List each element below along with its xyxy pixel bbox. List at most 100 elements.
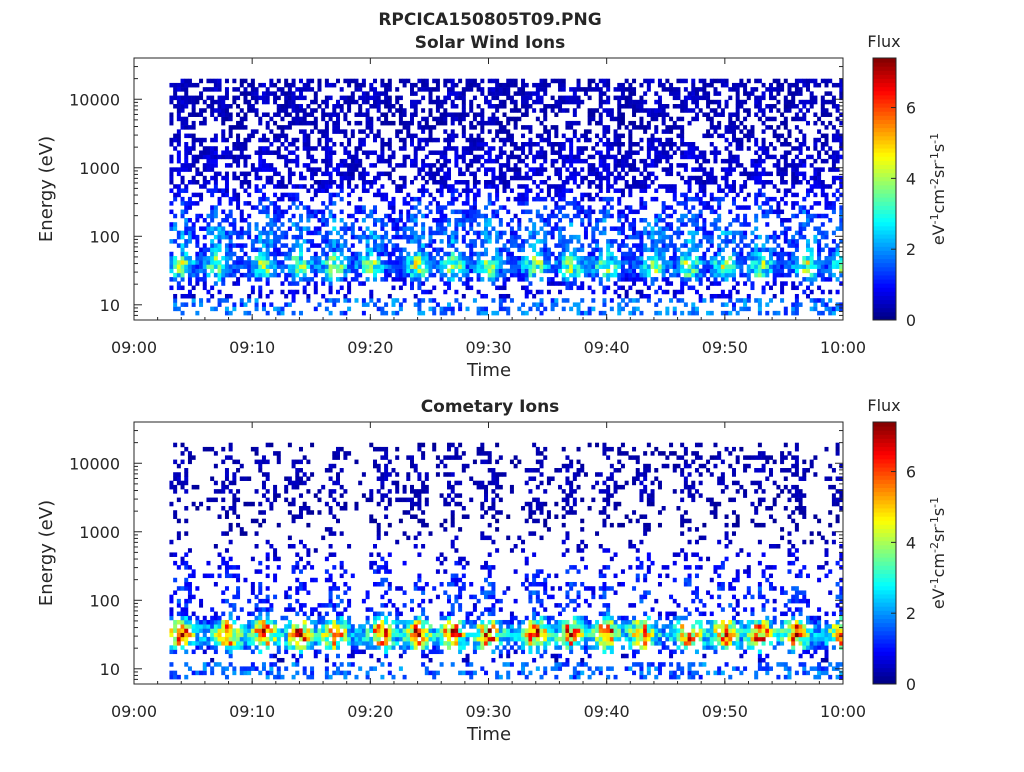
heatmap-cell [428,209,433,215]
heatmap-cell [313,192,318,198]
heatmap-cell [628,87,633,92]
heatmap-cell [391,150,396,155]
heatmap-cell [791,255,796,261]
heatmap-cell [720,82,725,88]
heatmap-cell [546,82,551,88]
heatmap-cell [739,306,744,312]
heatmap-cell [335,268,340,274]
heatmap-cell [339,234,344,240]
heatmap-cell [565,247,570,253]
heatmap-cell [672,255,677,261]
heatmap-cell [439,230,444,236]
heatmap-cell [746,205,751,210]
heatmap-cell [284,184,289,189]
heatmap-cell [728,163,733,168]
heatmap-cell [450,306,455,312]
heatmap-cell [602,217,607,223]
heatmap-cell [524,104,529,109]
heatmap-cell [558,167,563,172]
heatmap-cell [691,91,696,96]
heatmap-cell [598,310,603,316]
heatmap-cell [565,108,570,113]
heatmap-cell [435,87,440,92]
heatmap-cell [491,209,496,215]
heatmap-cell [284,209,289,215]
heatmap-cell [447,255,452,261]
heatmap-cell [491,226,496,231]
heatmap-cell [184,188,189,193]
heatmap-cell [476,180,481,185]
heatmap-cell [287,247,292,253]
heatmap-cell [805,260,810,265]
heatmap-cell [661,264,666,269]
heatmap-cell [639,239,644,244]
heatmap-cell [598,217,603,223]
heatmap-cell [410,205,414,210]
heatmap-cell [417,137,422,143]
heatmap-cell [469,205,474,210]
heatmap-cell [443,180,448,185]
heatmap-cell [609,205,614,210]
heatmap-cell [535,239,540,244]
heatmap-cell [768,255,773,261]
heatmap-cell [772,268,777,274]
heatmap-cell [772,87,777,92]
heatmap-cell [532,302,537,307]
heatmap-cell [646,146,651,151]
heatmap-cell [199,247,204,253]
heatmap-cell [624,163,629,168]
heatmap-cell [302,272,307,278]
heatmap-cell [465,268,470,274]
heatmap-cell [558,171,563,177]
heatmap-cell [654,137,659,143]
heatmap-cell [191,285,196,291]
heatmap-cell [543,87,548,92]
heatmap-cell [532,91,537,96]
heatmap-cell [632,268,637,274]
heatmap-cell [298,120,303,126]
heatmap-cell [628,192,633,198]
heatmap-cell [587,78,592,84]
heatmap-cell [524,201,529,206]
heatmap-cell [439,277,444,282]
heatmap-cell [550,306,555,312]
heatmap-cell [506,129,511,134]
heatmap-cell [772,196,777,202]
heatmap-cell [339,171,344,177]
heatmap-cell [713,217,718,223]
heatmap-cell [509,243,514,248]
heatmap-cell [472,196,477,202]
heatmap-cell [813,137,818,143]
heatmap-cell [783,99,788,105]
heatmap-cell [476,310,481,316]
heatmap-cell [180,251,185,257]
heatmap-cell [258,146,263,151]
heatmap-cell [410,226,414,231]
heatmap-cell [358,158,363,164]
heatmap-cell [602,91,607,96]
heatmap-cell [365,116,370,122]
heatmap-cell [558,209,563,215]
heatmap-cell [624,234,629,240]
heatmap-cell [617,196,622,202]
heatmap-cell [606,108,611,113]
heatmap-cell [447,167,452,172]
heatmap-cell [713,146,718,151]
heatmap-cell [528,91,533,96]
heatmap-cell [276,112,281,117]
heatmap-cell [650,116,655,122]
heatmap-cell [450,116,455,122]
heatmap-cell [361,302,366,307]
heatmap-cell [291,171,296,177]
heatmap-cell [676,264,681,269]
heatmap-cell [247,230,252,236]
heatmap-cell [380,239,385,244]
heatmap-cell [461,239,466,244]
heatmap-cell [620,133,625,139]
heatmap-cell [502,125,507,130]
heatmap-cell [221,209,226,215]
heatmap-cell [217,272,222,278]
heatmap-cell [476,222,481,227]
heatmap-cell [754,247,759,253]
heatmap-cell [261,184,266,189]
